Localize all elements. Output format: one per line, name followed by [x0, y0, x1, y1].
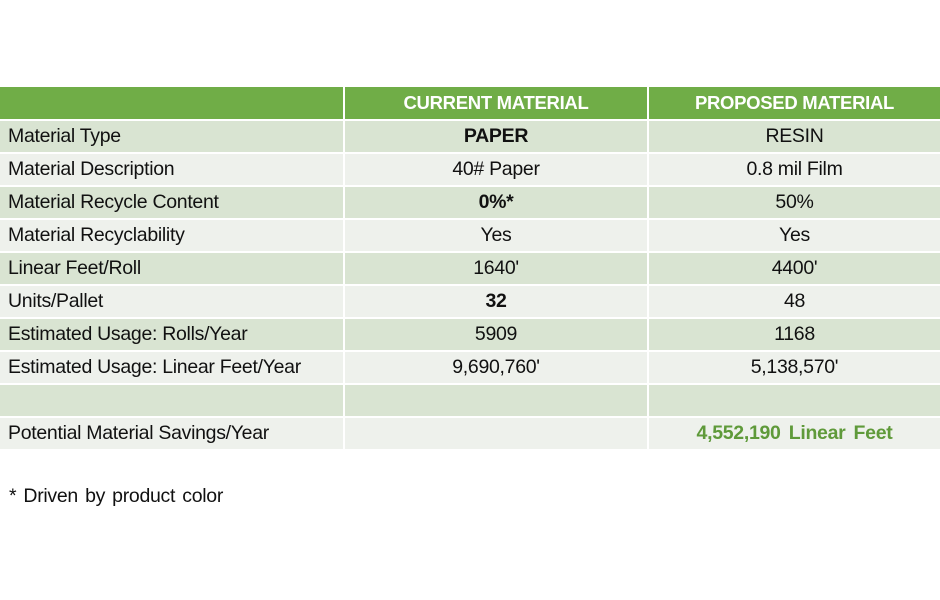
proposed-value [649, 385, 940, 418]
proposed-value: 1168 [649, 319, 940, 352]
row-label: Material Type [0, 121, 345, 154]
row-label: Estimated Usage: Linear Feet/Year [0, 352, 345, 385]
proposed-value: 48 [649, 286, 940, 319]
table-header-row: CURRENT MATERIAL PROPOSED MATERIAL [0, 87, 940, 121]
current-value: 5909 [345, 319, 649, 352]
proposed-value: 50% [649, 187, 940, 220]
table-row-material-type: Material Type PAPER RESIN [0, 121, 940, 154]
table-row-potential-savings: Potential Material Savings/Year 4,552,19… [0, 418, 940, 451]
current-value: 0%* [345, 187, 649, 220]
table-row-recycle-content: Material Recycle Content 0%* 50% [0, 187, 940, 220]
row-label: Potential Material Savings/Year [0, 418, 345, 451]
current-value: Yes [345, 220, 649, 253]
table-row-linear-feet-year: Estimated Usage: Linear Feet/Year 9,690,… [0, 352, 940, 385]
table-row-rolls-year: Estimated Usage: Rolls/Year 5909 1168 [0, 319, 940, 352]
proposed-value: RESIN [649, 121, 940, 154]
current-value: PAPER [345, 121, 649, 154]
current-value [345, 385, 649, 418]
current-value: 1640' [345, 253, 649, 286]
header-current-material: CURRENT MATERIAL [345, 87, 649, 121]
current-value: 32 [345, 286, 649, 319]
proposed-value: 0.8 mil Film [649, 154, 940, 187]
table-row-spacer [0, 385, 940, 418]
table-row-material-description: Material Description 40# Paper 0.8 mil F… [0, 154, 940, 187]
row-label: Material Recyclability [0, 220, 345, 253]
row-label: Material Recycle Content [0, 187, 345, 220]
table-row-recyclability: Material Recyclability Yes Yes [0, 220, 940, 253]
proposed-value: Yes [649, 220, 940, 253]
material-comparison-table: CURRENT MATERIAL PROPOSED MATERIAL Mater… [0, 87, 940, 451]
proposed-value: 5,138,570' [649, 352, 940, 385]
row-label: Material Description [0, 154, 345, 187]
table-row-units-pallet: Units/Pallet 32 48 [0, 286, 940, 319]
header-proposed-material: PROPOSED MATERIAL [649, 87, 940, 121]
proposed-value: 4400' [649, 253, 940, 286]
row-label: Estimated Usage: Rolls/Year [0, 319, 345, 352]
current-value [345, 418, 649, 451]
row-label [0, 385, 345, 418]
row-label: Units/Pallet [0, 286, 345, 319]
savings-value: 4,552,190 Linear Feet [649, 418, 940, 451]
header-blank [0, 87, 345, 121]
table-row-linear-feet-roll: Linear Feet/Roll 1640' 4400' [0, 253, 940, 286]
row-label: Linear Feet/Roll [0, 253, 345, 286]
footnote: * Driven by product color [9, 485, 224, 507]
current-value: 40# Paper [345, 154, 649, 187]
current-value: 9,690,760' [345, 352, 649, 385]
